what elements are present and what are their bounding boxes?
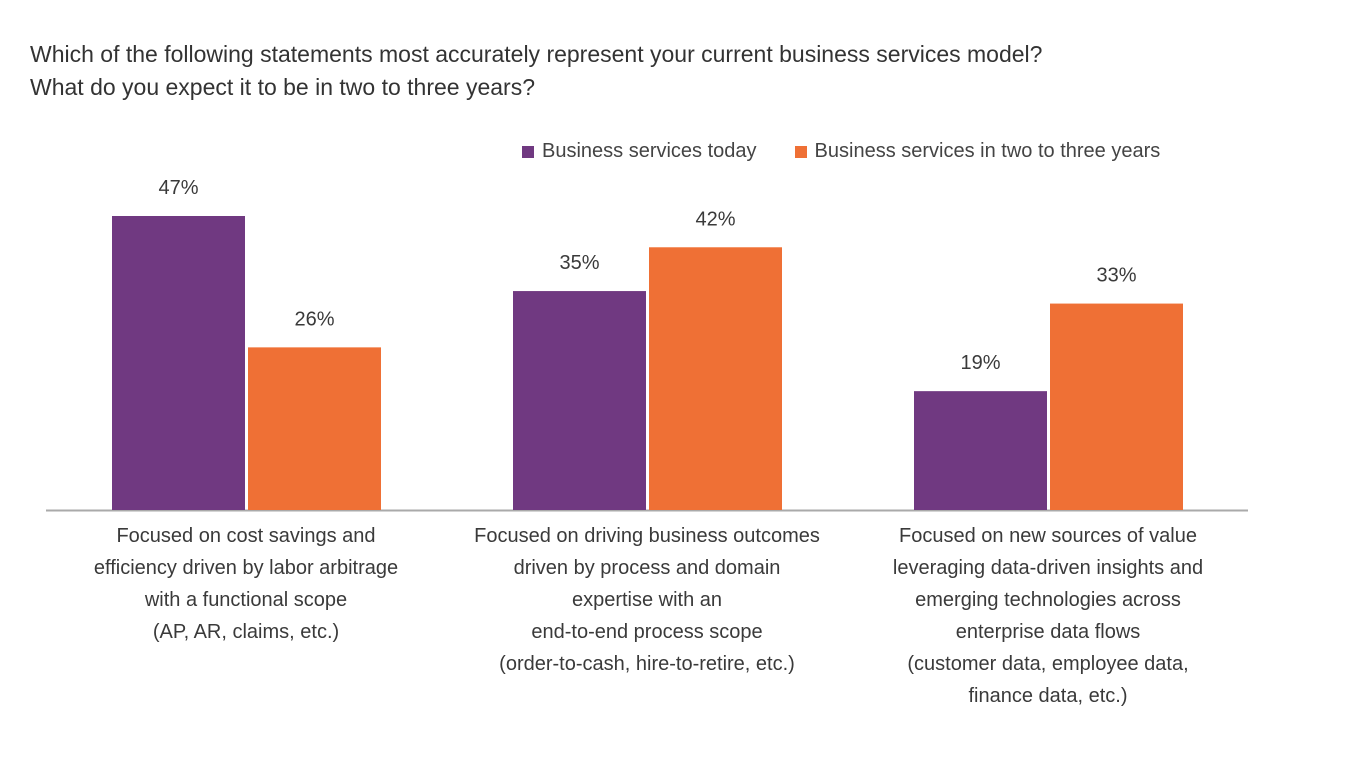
legend-label-future: Business services in two to three years [814,140,1161,162]
legend-label-today: Business services today [542,140,757,162]
category-label-3-line: finance data, etc.) [968,685,1128,707]
data-label-today-2: 35% [559,252,599,274]
category-label-3-line: enterprise data flows [955,621,1141,643]
data-label-future-3: 33% [1096,265,1136,287]
category-label-1-line: with a functional scope [144,589,348,611]
category-label-3: Focused on new sources of value leveragin… [848,520,1248,712]
bar-future-3 [1050,303,1183,510]
category-label-1-line: efficiency driven by labor arbitrage [93,557,399,579]
legend-item-today: Business services today [522,140,757,163]
bar-today-3 [914,391,1047,510]
chart-title-line-1: Which of the following statements most a… [30,41,1043,67]
bar-today-2 [513,291,646,510]
data-label-today-1: 47% [158,177,198,199]
bar-future-2 [649,247,782,510]
category-label-2-line: expertise with an [571,589,723,611]
chart-title: Which of the following statements most a… [30,38,1042,104]
category-label-2-line: end-to-end process scope [531,621,763,643]
category-label-3-line: leveraging data-driven insights and [892,557,1204,579]
bar-today-1 [112,216,245,510]
category-label-2-line: Focused on driving business outcomes [474,525,820,547]
category-label-1-line: (AP, AR, claims, etc.) [152,621,340,643]
legend: Business services today Business service… [522,140,1160,163]
category-label-2-line: (order-to-cash, hire-to-retire, etc.) [499,653,795,675]
category-label-3-line: (customer data, employee data, [907,653,1189,675]
chart-title-line-2: What do you expect it to be in two to th… [30,74,536,100]
category-label-1: Focused on cost savings and efficiency dr… [46,520,446,648]
legend-swatch-future [794,145,807,158]
category-label-3-line: emerging technologies across [915,589,1181,611]
category-label-2-line: driven by process and domain [513,557,781,579]
data-label-today-3: 19% [960,352,1000,374]
category-label-3-line: Focused on new sources of value [899,525,1197,547]
data-label-future-2: 42% [695,208,735,230]
category-label-2: Focused on driving business outcomes driv… [447,520,847,680]
data-label-future-1: 26% [294,308,334,330]
legend-item-future: Business services in two to three years [794,140,1161,163]
category-label-1-line: Focused on cost savings and [116,525,376,547]
legend-swatch-today [522,145,534,158]
bar-future-1 [248,347,381,510]
